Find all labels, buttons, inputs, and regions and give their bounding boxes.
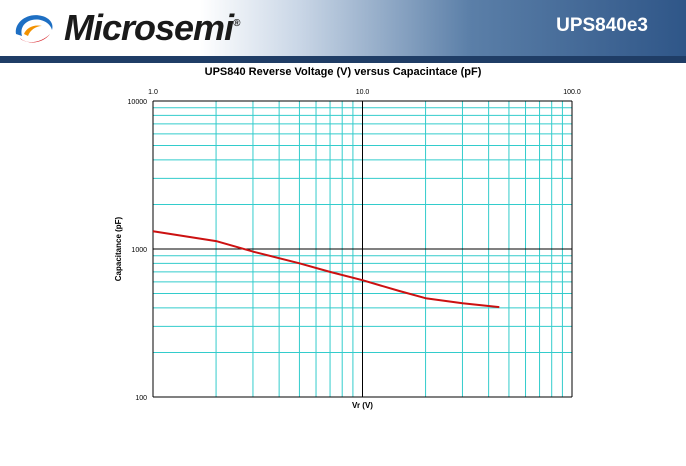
capacitance-series-line bbox=[152, 230, 500, 309]
x-axis-label: Vr (V) bbox=[352, 401, 373, 410]
y-tick-label: 1000 bbox=[131, 247, 147, 254]
x-tick-label: 1.0 bbox=[148, 89, 158, 96]
header-rule bbox=[0, 56, 686, 63]
microsemi-swirl-logo-icon bbox=[15, 15, 53, 43]
part-number: UPS840e3 bbox=[556, 15, 648, 36]
x-tick-label: 10.0 bbox=[356, 89, 370, 96]
registered-mark: ® bbox=[233, 18, 240, 29]
y-tick-label: 10000 bbox=[128, 99, 148, 106]
major-grid bbox=[152, 100, 573, 398]
brand-name: Microsemi® bbox=[64, 7, 241, 48]
y-axis-label: Capacitance (pF) bbox=[114, 216, 123, 281]
chart-title: UPS840 Reverse Voltage (V) versus Capaci… bbox=[204, 66, 482, 78]
y-tick-label: 100 bbox=[135, 395, 147, 402]
tick-labels: 1.0 10.0 100.0 10000 1000 100 bbox=[128, 89, 581, 402]
series-layer bbox=[152, 230, 500, 309]
x-tick-label: 100.0 bbox=[563, 89, 581, 96]
header-band bbox=[0, 0, 686, 56]
